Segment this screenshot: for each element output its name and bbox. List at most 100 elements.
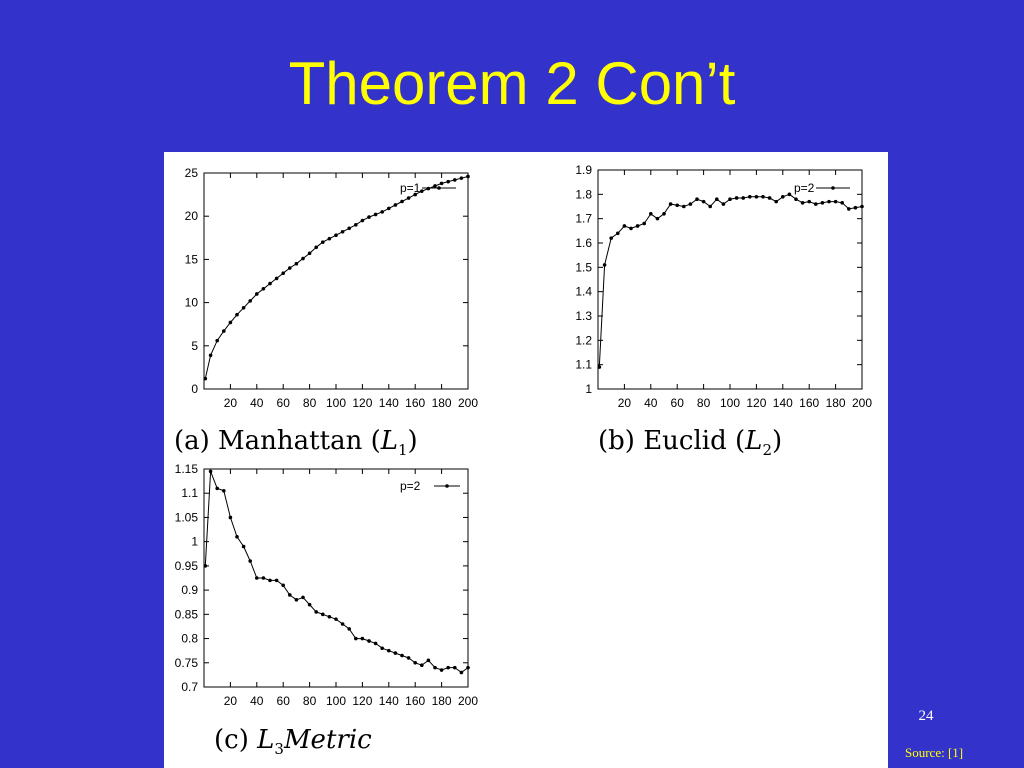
y-tick-label: 10 xyxy=(185,296,199,310)
legend-marker xyxy=(831,186,835,190)
data-point xyxy=(367,215,371,219)
data-point xyxy=(301,595,305,600)
data-point xyxy=(241,544,246,549)
data-point xyxy=(360,636,365,641)
chart-caption: (b) Euclid (L2) xyxy=(598,426,782,459)
data-point xyxy=(387,206,391,211)
x-tick-label: 100 xyxy=(326,396,346,410)
data-point xyxy=(255,576,259,580)
x-tick-label: 20 xyxy=(224,694,238,708)
data-point xyxy=(400,199,404,204)
caption-variable: L xyxy=(380,426,398,456)
data-point xyxy=(413,660,417,665)
data-point xyxy=(728,197,732,201)
x-tick-label: 140 xyxy=(379,396,399,410)
y-tick-label: 1.1 xyxy=(181,486,198,500)
data-point xyxy=(459,176,464,180)
legend-label: p=2 xyxy=(794,181,815,195)
data-point xyxy=(781,194,785,199)
y-tick-label: 0.95 xyxy=(175,559,199,573)
y-tick-label: 20 xyxy=(185,209,199,223)
data-point xyxy=(400,653,404,658)
caption-subscript: 3 xyxy=(274,740,284,758)
x-tick-label: 120 xyxy=(352,694,372,708)
x-tick-label: 20 xyxy=(618,396,632,410)
y-tick-label: 1.6 xyxy=(575,236,592,250)
data-point xyxy=(413,192,417,197)
data-point xyxy=(629,226,633,231)
y-tick-label: 1.9 xyxy=(575,163,592,177)
caption-variable: L xyxy=(744,426,762,456)
data-point xyxy=(203,564,208,568)
data-point xyxy=(420,189,424,193)
data-point xyxy=(340,622,345,626)
data-point xyxy=(307,602,312,607)
y-tick-label: 1.3 xyxy=(575,309,592,323)
y-tick-label: 0 xyxy=(191,382,198,396)
data-point xyxy=(715,197,719,201)
data-point xyxy=(208,469,213,474)
data-point xyxy=(281,271,285,276)
x-tick-label: 100 xyxy=(326,694,346,708)
caption-suffix: Metric xyxy=(283,725,372,755)
data-point xyxy=(354,636,358,641)
data-point xyxy=(794,197,798,201)
plot-frame xyxy=(203,172,469,390)
x-tick-label: 180 xyxy=(826,396,846,410)
y-tick-label: 1.05 xyxy=(175,510,199,524)
x-tick-label: 120 xyxy=(352,396,372,410)
data-point xyxy=(321,240,325,244)
x-tick-label: 100 xyxy=(720,396,740,410)
x-tick-label: 200 xyxy=(852,396,872,410)
data-point xyxy=(840,201,844,205)
data-point xyxy=(420,663,424,667)
x-tick-label: 200 xyxy=(458,396,478,410)
x-tick-label: 40 xyxy=(250,396,264,410)
data-point xyxy=(807,199,811,204)
data-point xyxy=(360,218,365,223)
data-point xyxy=(307,251,312,256)
x-tick-label: 80 xyxy=(697,396,711,410)
series-line xyxy=(598,193,863,368)
y-tick-label: 0.9 xyxy=(181,583,198,597)
data-point xyxy=(334,617,338,621)
data-point xyxy=(387,648,391,653)
data-point xyxy=(241,305,246,310)
data-point xyxy=(222,329,226,333)
data-point xyxy=(622,224,627,228)
y-tick-label: 1.2 xyxy=(575,333,592,347)
data-point xyxy=(373,641,378,646)
data-point xyxy=(261,286,266,291)
data-point xyxy=(215,486,219,491)
data-point xyxy=(682,204,686,209)
data-point xyxy=(393,203,398,207)
series-line xyxy=(204,471,469,674)
data-point xyxy=(860,204,864,209)
data-point xyxy=(406,656,411,660)
legend-label: p=2 xyxy=(400,479,421,493)
data-point xyxy=(446,179,451,184)
data-point xyxy=(741,196,745,200)
x-tick-label: 40 xyxy=(644,396,658,410)
x-tick-label: 60 xyxy=(671,396,685,410)
x-tick-label: 60 xyxy=(277,396,291,410)
caption-prefix: (b) Euclid ( xyxy=(598,426,745,456)
data-point xyxy=(820,201,825,205)
data-point xyxy=(314,245,318,250)
plot-frame xyxy=(203,468,469,688)
y-tick-label: 1.1 xyxy=(575,358,592,372)
data-point xyxy=(235,535,239,539)
data-point xyxy=(602,263,607,267)
x-tick-label: 160 xyxy=(799,396,819,410)
caption-suffix: ) xyxy=(772,426,782,456)
data-point xyxy=(642,221,646,226)
y-tick-label: 1 xyxy=(191,535,198,549)
data-point xyxy=(301,256,305,261)
y-tick-label: 1.5 xyxy=(575,260,592,274)
data-point xyxy=(649,212,653,216)
data-point xyxy=(688,202,693,206)
data-point xyxy=(748,194,752,199)
data-point xyxy=(426,186,431,191)
x-tick-label: 160 xyxy=(405,396,425,410)
chart-caption: (a) Manhattan (L1) xyxy=(174,426,418,459)
